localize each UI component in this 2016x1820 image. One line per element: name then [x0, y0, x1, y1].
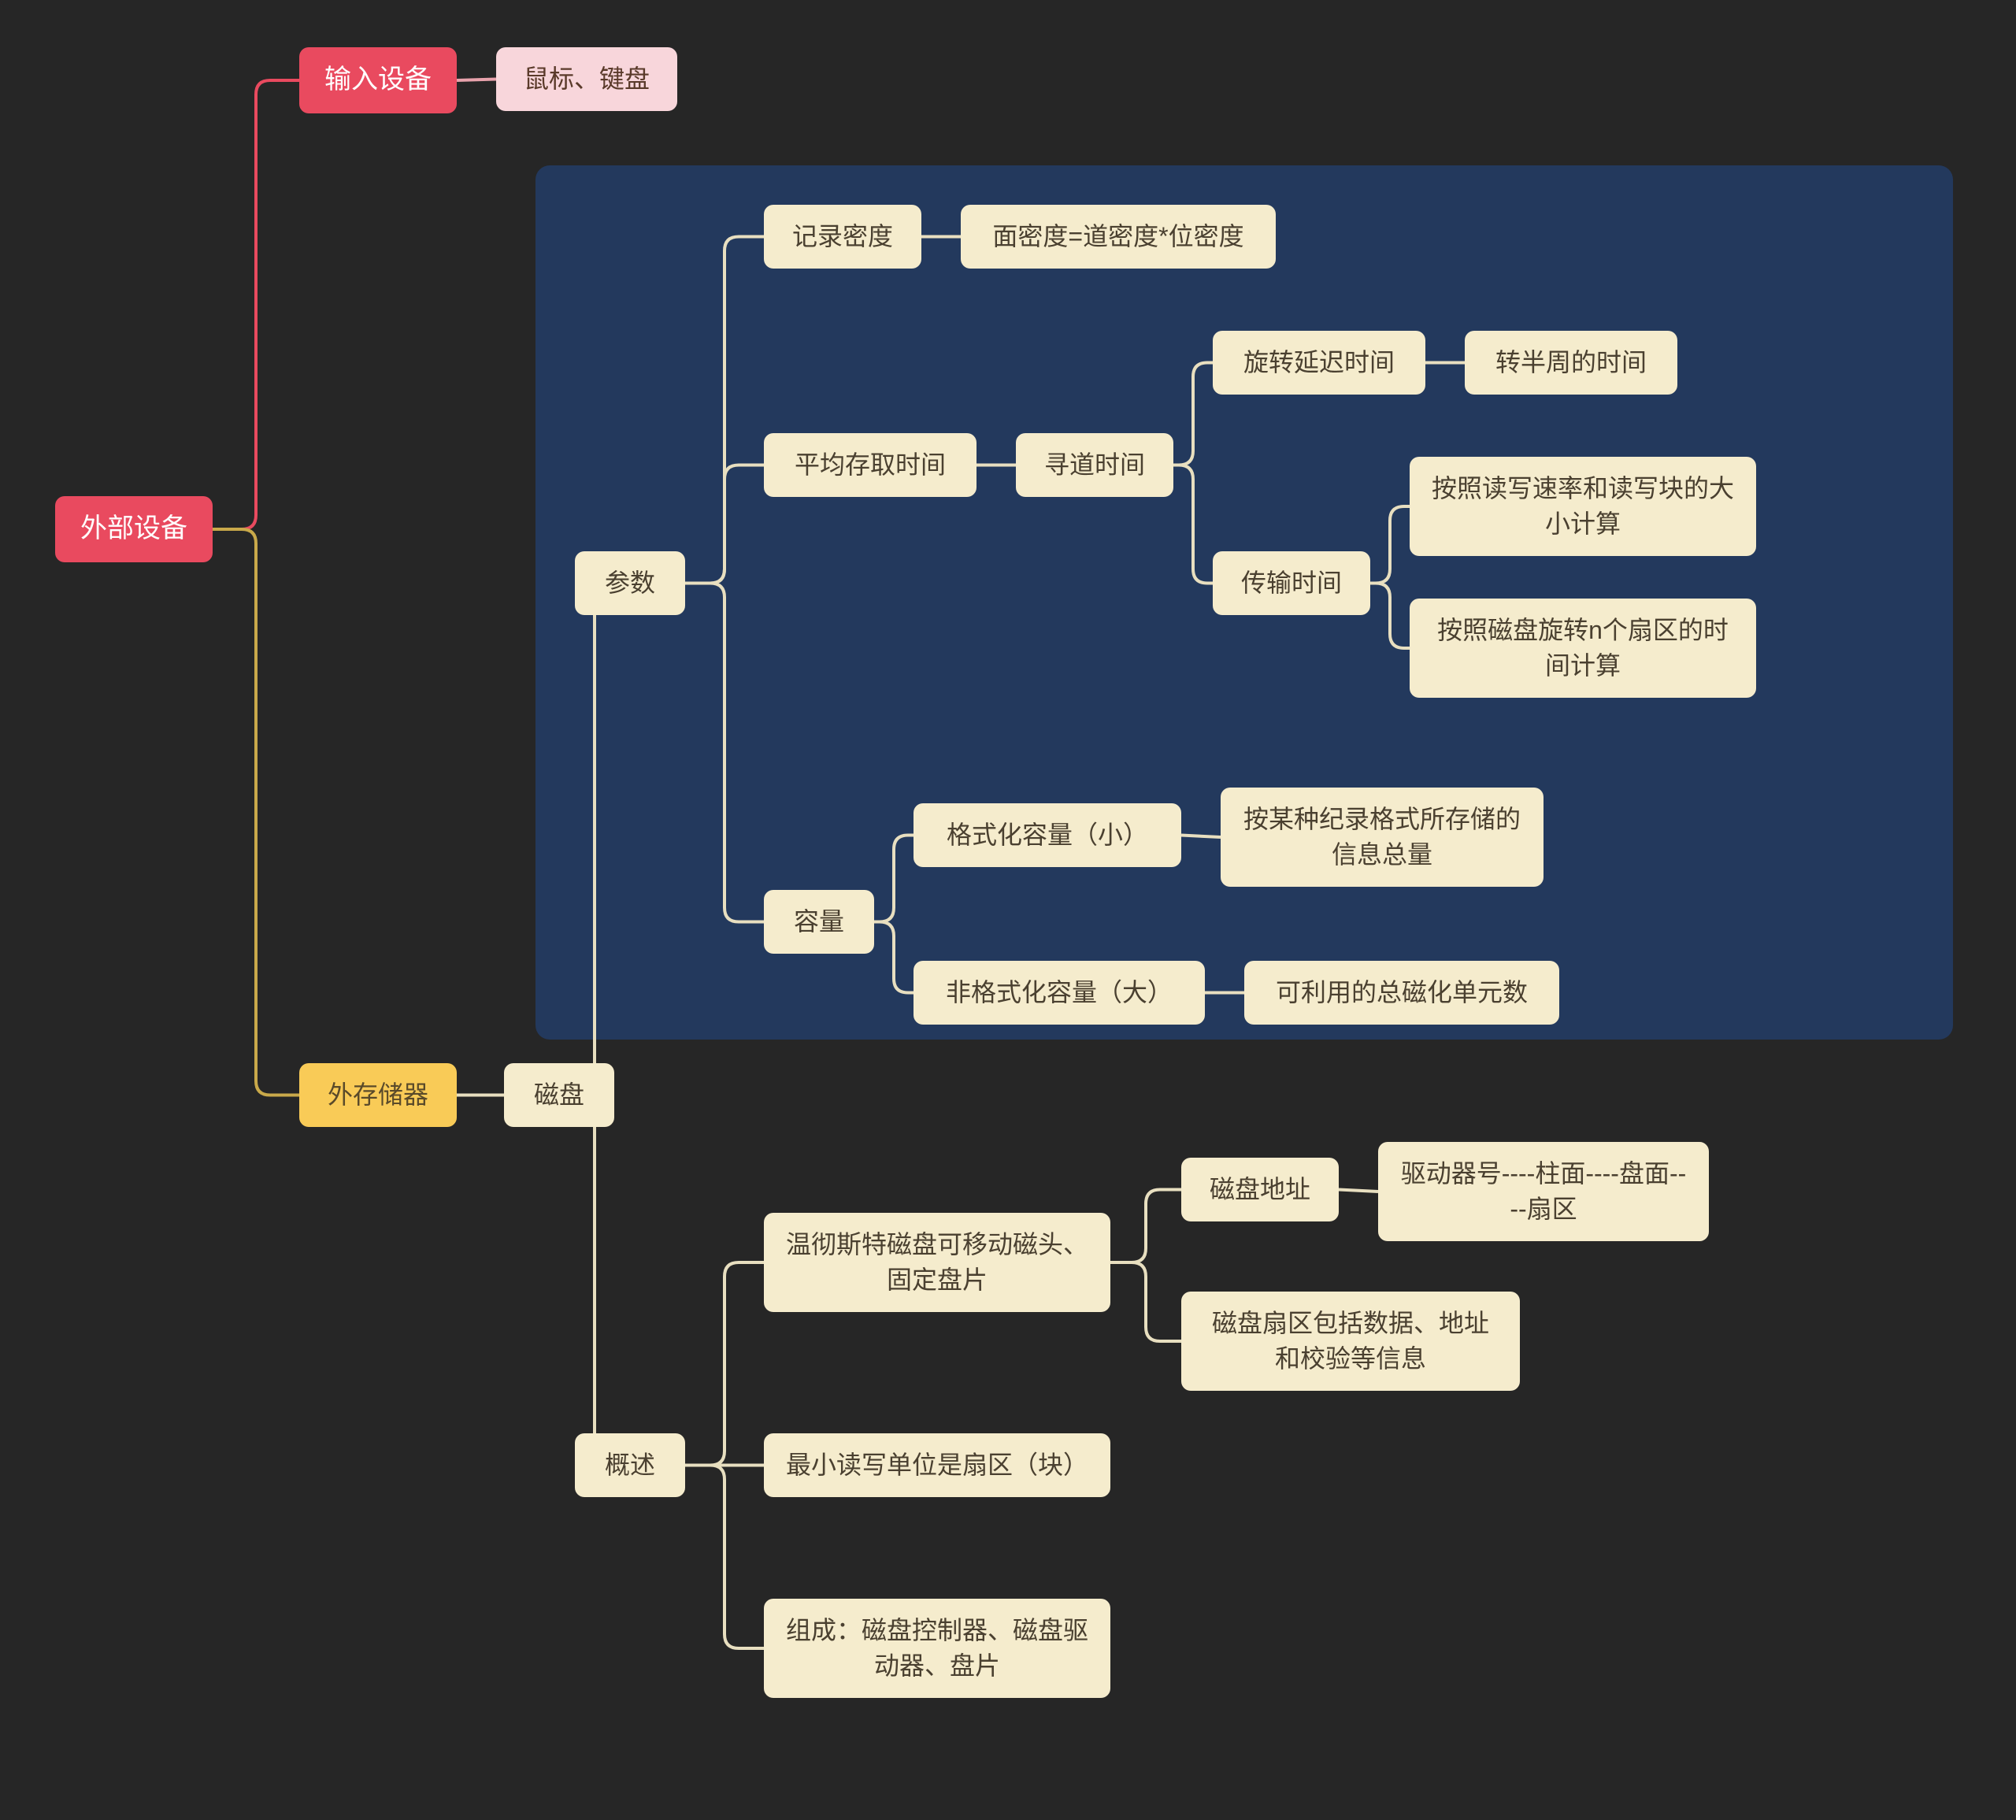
edge-input_dev-mouse_kbd: [457, 80, 496, 81]
node-half_rot: 转半周的时间: [1465, 331, 1677, 395]
node-sector_info: 磁盘扇区包括数据、地址和校验等信息: [1181, 1292, 1520, 1391]
edge-overview-composition: [685, 1466, 764, 1649]
edge-winchester-disk_addr: [1110, 1190, 1181, 1263]
node-winchester: 温彻斯特磁盘可移动磁头、固定盘片: [764, 1213, 1110, 1312]
edge-disk_addr-addr_fmt: [1339, 1190, 1378, 1192]
mindmap-canvas: 外部设备 输入设备鼠标、键盘外存储器磁盘 参数 记录密度面密度=道密度*位密度平均存取…: [0, 0, 2016, 1820]
edge-root-ext_storage: [213, 529, 299, 1095]
node-ext_storage: 外存储器: [299, 1063, 457, 1127]
node-xfer_rate: 按照读写速率和读写块的大小计算: [1410, 457, 1756, 556]
edge-overview-winchester: [685, 1262, 764, 1466]
node-input_dev: 输入设备: [299, 47, 457, 113]
node-xfer_time: 传输时间: [1213, 551, 1370, 615]
node-mouse_kbd: 鼠标、键盘: [496, 47, 677, 111]
edge-disk-overview: [575, 1095, 614, 1466]
node-addr_fmt: 驱动器号----柱面----盘面----扇区: [1378, 1142, 1709, 1241]
node-params: 参数: [575, 551, 685, 615]
node-xfer_sectors: 按照磁盘旋转n个扇区的时间计算: [1410, 599, 1756, 698]
node-disk_addr: 磁盘地址: [1181, 1158, 1339, 1221]
node-unfmt_cap: 非格式化容量（大）: [914, 961, 1205, 1025]
node-min_rw: 最小读写单位是扇区（块）: [764, 1433, 1110, 1497]
node-seek_time: 寻道时间: [1016, 433, 1173, 497]
node-fmt_cap: 格式化容量（小）: [914, 803, 1181, 867]
node-unfmt_desc: 可利用的总磁化单元数: [1244, 961, 1559, 1025]
node-fmt_cap_desc: 按某种纪录格式所存储的信息总量: [1221, 788, 1544, 887]
edge-winchester-sector_info: [1110, 1262, 1181, 1341]
node-capacity: 容量: [764, 890, 874, 954]
node-avg_access: 平均存取时间: [764, 433, 976, 497]
node-composition: 组成：磁盘控制器、磁盘驱动器、盘片: [764, 1599, 1110, 1698]
node-rot_latency: 旋转延迟时间: [1213, 331, 1425, 395]
edge-root-input_dev: [213, 80, 299, 529]
node-disk: 磁盘: [504, 1063, 614, 1127]
node-overview: 概述: [575, 1433, 685, 1497]
node-root: 外部设备: [55, 496, 213, 562]
node-area_density: 面密度=道密度*位密度: [961, 205, 1276, 269]
node-rec_density: 记录密度: [764, 205, 921, 269]
